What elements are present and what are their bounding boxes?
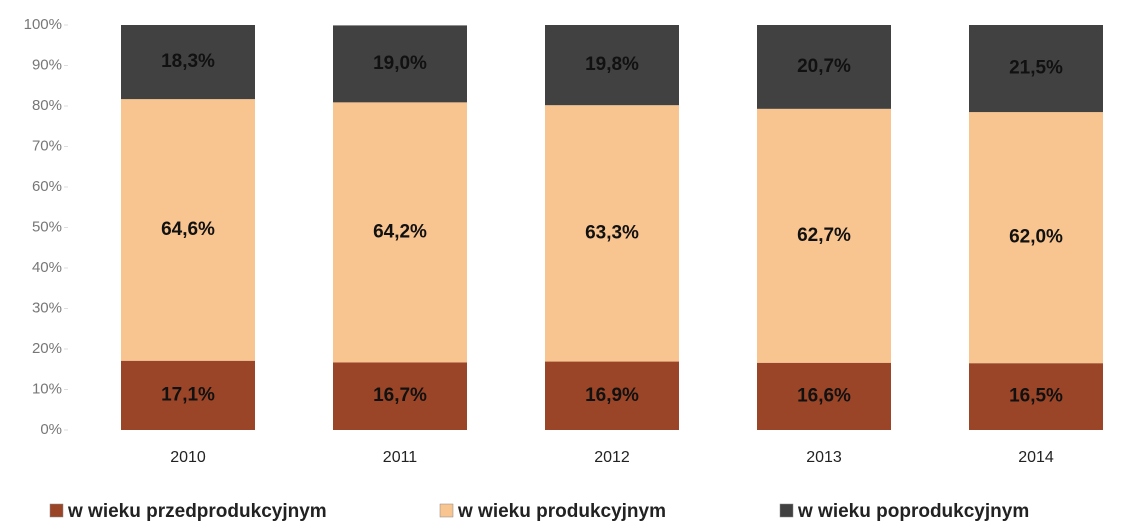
bar-segment [545,105,679,362]
x-tick-label: 2012 [594,449,630,466]
x-tick-label: 2014 [1018,449,1054,466]
value-label: 64,6% [161,219,215,240]
y-tick-label: 60% [32,178,62,195]
value-label: 20,7% [797,56,851,77]
x-tick-label: 2010 [170,449,206,466]
x-tick-label: 2011 [383,449,418,466]
y-tick-label: 90% [32,56,62,73]
bar-segment [121,25,255,100]
bar-segment [333,102,467,363]
y-tick-label: 10% [32,380,62,397]
legend-label: w wieku poprodukcyjnym [797,501,1029,522]
bar-segment [757,108,891,363]
value-label: 17,1% [161,384,215,405]
legend-swatch [779,503,794,518]
y-tick-label: 80% [32,97,62,114]
value-label: 19,0% [373,53,427,74]
value-label: 64,2% [373,221,427,242]
value-label: 63,3% [585,222,639,243]
legend-label: w wieku produkcyjnym [457,501,666,522]
bar-segment [545,361,679,430]
y-tick-label: 40% [32,259,62,276]
bar-segment [545,25,679,106]
value-label: 16,6% [797,385,851,406]
y-tick-label: 50% [32,218,62,235]
bar-segment [969,112,1103,364]
bar-segment [757,362,891,430]
value-label: 21,5% [1009,58,1063,79]
legend-label: w wieku przedprodukcyjnym [67,501,327,522]
value-label: 16,9% [585,385,639,406]
y-tick-label: 0% [40,421,62,438]
value-label: 16,5% [1009,386,1063,407]
value-label: 62,0% [1009,227,1063,248]
y-tick-label: 100% [24,16,62,33]
bar-segment [969,25,1103,113]
y-tick-label: 70% [32,137,62,154]
y-tick-label: 20% [32,340,62,357]
bar-segment [121,360,255,430]
legend-swatch [49,503,64,518]
value-label: 19,8% [585,54,639,75]
x-tick-label: 2013 [806,449,842,466]
value-label: 62,7% [797,225,851,246]
bar-segment [757,25,891,109]
bar-segment [333,362,467,430]
legend-swatch [439,503,454,518]
y-tick-label: 30% [32,299,62,316]
value-label: 18,3% [161,51,215,72]
bar-segment [969,363,1103,430]
bar-segment [333,25,467,103]
bar-segment [121,99,255,361]
value-label: 16,7% [373,385,427,406]
